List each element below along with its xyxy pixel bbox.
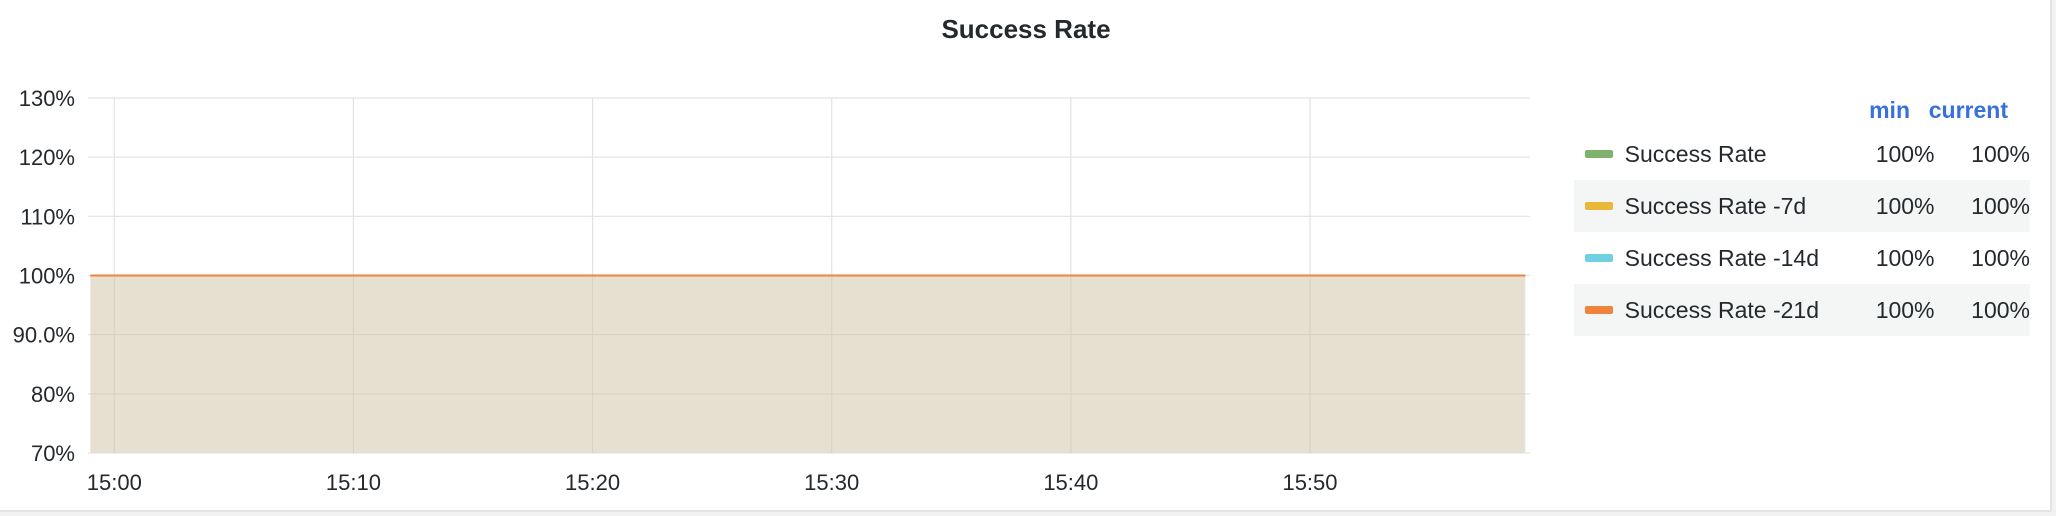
legend-item[interactable]: Success Rate -14d 100% 100% [1574, 232, 2030, 284]
x-tick-label: 15:40 [1043, 470, 1098, 495]
legend-current-value: 100% [1971, 192, 2030, 219]
legend-current-value: 100% [1971, 244, 2030, 271]
legend-swatch[interactable] [1585, 202, 1614, 210]
y-tick-label: 120% [19, 145, 75, 170]
x-tick-label: 15:30 [804, 470, 859, 495]
legend-series-name[interactable]: Success Rate -7d [1624, 192, 1807, 219]
legend-header: min current [1574, 92, 2030, 128]
legend-min-value: 100% [1875, 244, 1935, 271]
y-tick-label: 90.0% [13, 323, 75, 348]
legend-swatch[interactable] [1585, 306, 1614, 314]
legend-swatch[interactable] [1585, 150, 1614, 158]
legend-current-value: 100% [1971, 140, 2030, 167]
legend: min current Success Rate 100% 100% Succe… [1574, 92, 2030, 336]
y-tick-label: 130% [19, 86, 75, 111]
legend-item[interactable]: Success Rate -21d 100% 100% [1574, 284, 2030, 336]
x-tick-label: 15:20 [565, 470, 620, 495]
y-tick-label: 100% [19, 264, 75, 289]
x-tick-label: 15:50 [1282, 470, 1337, 495]
legend-min-value: 100% [1875, 192, 1935, 219]
x-tick-label: 15:00 [87, 470, 142, 495]
legend-min-value: 100% [1875, 140, 1935, 167]
chart-plot[interactable]: 130% 120% 110% 100% 90.0% 80% 70% 15:00 15:10 15:… [0, 0, 1540, 516]
legend-header-min[interactable]: min [1869, 96, 1910, 123]
y-tick-label: 110% [20, 204, 75, 229]
y-tick-label: 70% [31, 441, 75, 466]
legend-item[interactable]: Success Rate -7d 100% 100% [1574, 180, 2030, 232]
x-tick-label: 15:10 [326, 470, 381, 495]
legend-series-name[interactable]: Success Rate -21d [1624, 296, 1819, 323]
area-fill [90, 275, 1526, 453]
legend-swatch[interactable] [1585, 254, 1614, 262]
legend-current-value: 100% [1971, 296, 2030, 323]
legend-series-name[interactable]: Success Rate -14d [1624, 244, 1819, 271]
legend-series-name[interactable]: Success Rate [1624, 140, 1767, 167]
legend-header-current[interactable]: current [1928, 96, 2008, 123]
legend-item[interactable]: Success Rate 100% 100% [1574, 128, 2030, 180]
y-tick-label: 80% [31, 382, 75, 407]
panel-title[interactable]: Success Rate [941, 14, 1111, 44]
legend-min-value: 100% [1875, 296, 1935, 323]
